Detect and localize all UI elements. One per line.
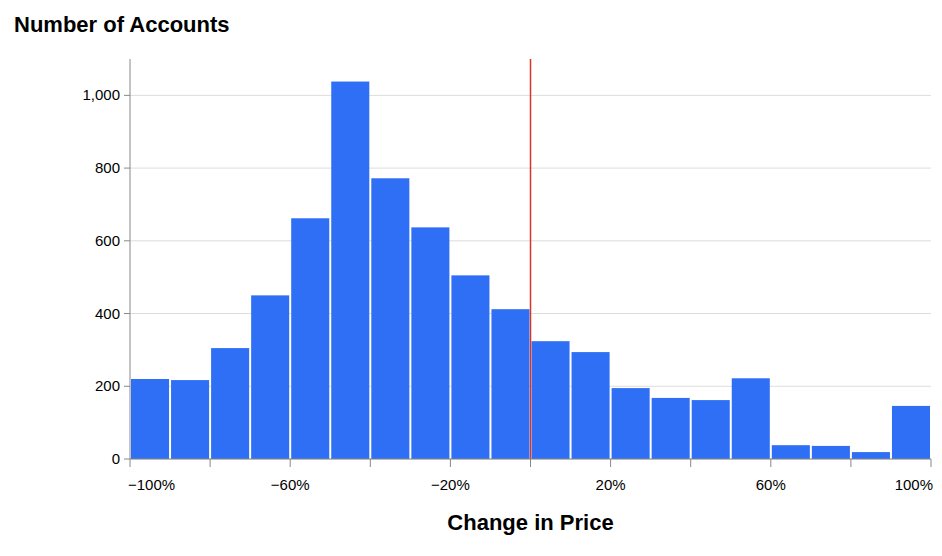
x-axis: −100% −60% −20% 20% 60% 100%: [128, 459, 933, 493]
x-tick: [770, 459, 771, 467]
bar: [772, 445, 810, 459]
reference: [530, 59, 531, 459]
y-tick-label: 0: [112, 450, 120, 467]
y-tick-label: 400: [95, 305, 120, 322]
bar: [211, 348, 249, 459]
bar: [131, 379, 169, 459]
bar: [692, 400, 730, 459]
x-tick: [130, 459, 131, 467]
x-tick: [210, 459, 211, 467]
bar: [852, 452, 890, 459]
y-tick: [124, 459, 130, 460]
y-axis-line: [130, 59, 131, 459]
bar: [612, 388, 650, 459]
y-tick-label: 200: [95, 377, 120, 394]
bar: [532, 341, 570, 459]
bar: [491, 309, 529, 459]
x-tick: [290, 459, 291, 467]
x-tick: [370, 459, 371, 467]
x-tick: [931, 459, 932, 467]
x-tick-label: 100%: [895, 476, 933, 493]
x-tick: [690, 459, 691, 467]
x-tick: [530, 459, 531, 467]
x-tick: [850, 459, 851, 467]
bar: [171, 380, 209, 459]
x-tick: [610, 459, 611, 467]
y-tick-label: 600: [95, 232, 120, 249]
bar: [251, 295, 289, 459]
x-tick-label: −100%: [128, 476, 175, 493]
x-tick-label: 60%: [756, 476, 786, 493]
y-tick: [124, 313, 130, 314]
chart: 0 200 400 600 800 1,000 −100% −60% −20% 20% 60% 100…: [0, 0, 942, 556]
bar: [451, 275, 489, 459]
bar: [572, 352, 610, 459]
y-tick-label: 800: [95, 159, 120, 176]
y-tick: [124, 95, 130, 96]
bar: [732, 378, 770, 459]
x-axis-label: Change in Price: [447, 510, 613, 535]
bar: [291, 218, 329, 459]
x-tick: [450, 459, 451, 467]
y-axis: 0 200 400 600 800 1,000: [82, 59, 931, 467]
reference-line: [530, 59, 532, 459]
bar: [371, 178, 409, 459]
y-tick: [124, 386, 130, 387]
y-tick-label: 1,000: [82, 86, 120, 103]
x-tick-label: −60%: [271, 476, 310, 493]
y-tick: [124, 168, 130, 169]
bar: [331, 82, 369, 459]
title: Number of Accounts: [14, 12, 230, 37]
x-tick-label: 20%: [596, 476, 626, 493]
bar: [812, 446, 850, 459]
x-tick-label: −20%: [431, 476, 470, 493]
bar: [652, 398, 690, 459]
bar: [411, 227, 449, 459]
bar: [892, 406, 930, 459]
y-tick: [124, 240, 130, 241]
